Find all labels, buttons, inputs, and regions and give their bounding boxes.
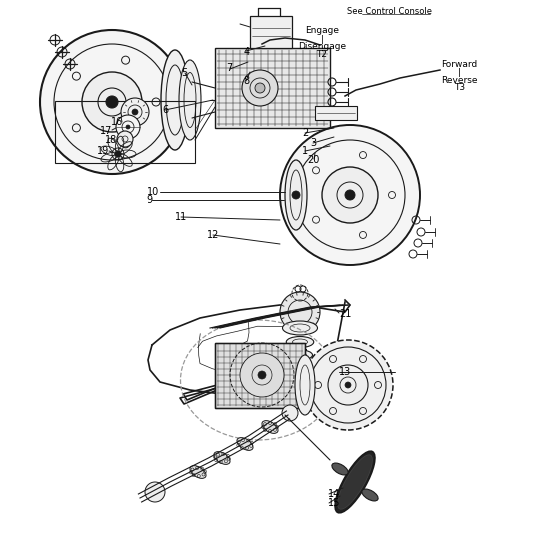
Bar [215,48,330,128]
Circle shape [116,115,140,139]
Text: |: | [458,68,461,77]
Circle shape [303,340,393,430]
Ellipse shape [179,60,201,140]
Ellipse shape [282,321,318,335]
Circle shape [345,190,355,200]
Text: 18: 18 [105,135,118,145]
Bar [55,101,195,163]
Circle shape [132,109,138,115]
Ellipse shape [161,50,189,150]
Ellipse shape [295,355,315,415]
Bar [215,343,305,408]
Text: See Control Console: See Control Console [347,7,432,16]
Circle shape [117,131,133,147]
Circle shape [115,151,121,157]
Text: 17: 17 [100,126,112,136]
Text: Engage: Engage [305,26,339,35]
Circle shape [82,72,142,132]
Text: 9: 9 [146,195,152,206]
Ellipse shape [338,455,372,509]
Ellipse shape [190,465,206,478]
Circle shape [240,353,284,397]
Circle shape [121,98,149,126]
Text: 2: 2 [302,128,309,138]
Text: 16: 16 [111,117,123,127]
Bar [315,106,357,120]
Text: 21: 21 [339,309,351,319]
Circle shape [292,191,300,199]
Text: 20: 20 [307,155,320,165]
Ellipse shape [237,437,253,450]
Text: 10: 10 [147,187,160,197]
Text: 14: 14 [328,489,340,499]
Text: 11: 11 [175,212,187,222]
Ellipse shape [287,350,312,360]
Circle shape [242,70,278,106]
Circle shape [255,83,265,93]
Circle shape [258,371,266,379]
Circle shape [322,167,378,223]
Text: 4: 4 [244,46,249,57]
Bar [250,16,292,48]
Ellipse shape [332,463,348,475]
Circle shape [106,96,118,108]
Text: 12: 12 [207,230,219,240]
Ellipse shape [262,421,278,433]
Text: Forward: Forward [441,60,477,69]
Circle shape [40,30,184,174]
Text: 6: 6 [162,105,168,115]
Circle shape [145,482,165,502]
Circle shape [345,382,351,388]
Text: 5: 5 [181,68,188,78]
Text: 1: 1 [302,146,308,156]
Text: T2: T2 [316,50,328,59]
Text: Reverse: Reverse [441,76,478,85]
Text: T3: T3 [454,83,465,92]
Text: 15: 15 [328,498,340,508]
Ellipse shape [286,337,314,348]
Circle shape [282,405,298,421]
Circle shape [126,125,130,129]
Text: 13: 13 [339,367,351,377]
Text: Disengage: Disengage [298,42,346,51]
Circle shape [280,292,320,332]
Bar [215,343,305,408]
Circle shape [328,365,368,405]
Text: |: | [320,35,324,44]
Text: 19: 19 [97,146,109,156]
Text: 8: 8 [244,76,249,86]
Ellipse shape [335,451,375,513]
Ellipse shape [214,451,230,464]
Text: 3: 3 [310,138,316,148]
Ellipse shape [362,489,378,501]
Circle shape [280,125,420,265]
Text: 7: 7 [226,63,233,73]
Ellipse shape [285,160,307,230]
